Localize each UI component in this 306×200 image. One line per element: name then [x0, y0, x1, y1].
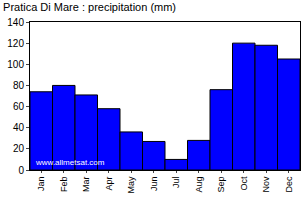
svg-text:Feb: Feb: [59, 177, 69, 193]
svg-text:0: 0: [18, 165, 24, 176]
svg-text:Pratica Di Mare : precipitatio: Pratica Di Mare : precipitation (mm): [3, 1, 176, 13]
svg-text:Dec: Dec: [284, 176, 294, 193]
svg-text:May: May: [126, 176, 136, 194]
svg-text:Apr: Apr: [104, 177, 114, 191]
svg-text:Jun: Jun: [149, 177, 159, 192]
svg-text:120: 120: [7, 38, 24, 49]
svg-text:Aug: Aug: [194, 177, 204, 193]
svg-text:60: 60: [13, 101, 25, 112]
svg-text:Sep: Sep: [216, 177, 226, 193]
svg-text:40: 40: [13, 122, 25, 133]
svg-text:100: 100: [7, 59, 24, 70]
svg-text:140: 140: [7, 17, 24, 28]
svg-text:80: 80: [13, 80, 25, 91]
svg-text:Jul: Jul: [171, 177, 181, 189]
svg-text:Jan: Jan: [36, 177, 46, 192]
svg-text:Mar: Mar: [81, 177, 91, 193]
svg-text:Nov: Nov: [261, 176, 271, 193]
svg-text:20: 20: [13, 143, 25, 154]
svg-text:Oct: Oct: [239, 176, 249, 191]
svg-text:www.allmetsat.com: www.allmetsat.com: [35, 158, 105, 167]
